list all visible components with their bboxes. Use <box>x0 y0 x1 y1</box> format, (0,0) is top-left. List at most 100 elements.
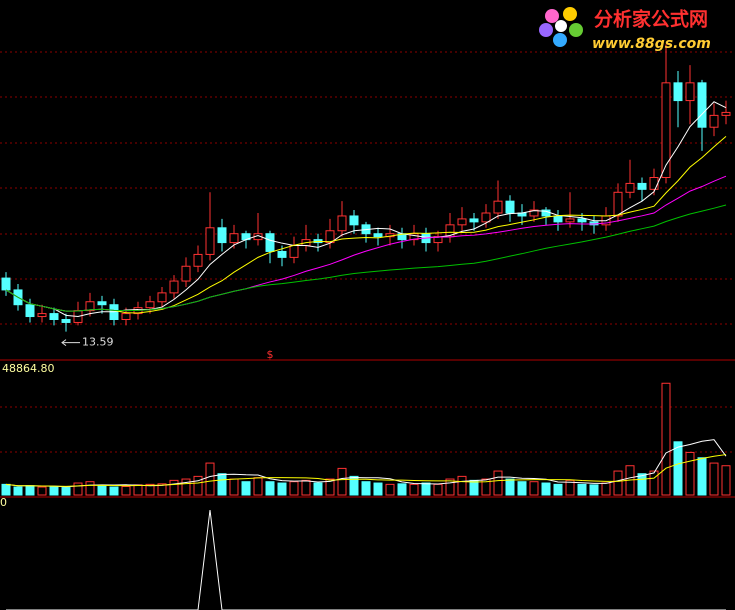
volume-bar <box>565 479 575 496</box>
volume-bar <box>529 481 539 496</box>
volume-bar <box>109 486 119 496</box>
candle-body <box>373 233 383 238</box>
candle-body <box>721 111 731 116</box>
volume-bar <box>385 483 395 496</box>
volume-bar <box>337 467 347 496</box>
volume-bar <box>517 481 527 496</box>
volume-bar <box>121 485 131 496</box>
flower-center <box>555 20 567 32</box>
candle-body <box>637 182 647 190</box>
candle-body <box>181 265 191 282</box>
candle-body <box>649 177 659 190</box>
candle-body <box>709 114 719 128</box>
candle-body <box>157 292 167 303</box>
volume-bar <box>49 485 59 496</box>
candle-body <box>97 301 107 306</box>
volume-bar <box>61 487 71 496</box>
volume-bar <box>301 479 311 496</box>
candle-body <box>217 227 227 244</box>
petal <box>553 33 567 47</box>
y-tick-label: 48864.80 <box>2 362 55 375</box>
petal <box>545 9 559 23</box>
volume-bar <box>229 478 239 496</box>
candle-body <box>613 191 623 217</box>
candle-body <box>553 215 563 223</box>
signal-marker: $ <box>267 348 274 361</box>
low-label: 13.59 <box>82 336 114 349</box>
volume-bar <box>13 486 23 496</box>
candle-body <box>625 182 635 193</box>
volume-bar <box>601 482 611 496</box>
volume-bar <box>253 477 263 496</box>
moving-average <box>5 136 727 314</box>
candle-body <box>265 233 275 252</box>
candle-body <box>121 313 131 321</box>
candle-body <box>49 313 59 321</box>
candle-body <box>457 218 467 226</box>
volume-bar <box>73 482 83 496</box>
volume-average <box>5 439 727 488</box>
volume-bar <box>277 482 287 496</box>
candle-body <box>565 218 575 223</box>
volume-bar <box>145 483 155 496</box>
candle-body <box>169 280 179 294</box>
petal <box>569 23 583 37</box>
candle-body <box>277 250 287 258</box>
volume-bar <box>553 483 563 496</box>
candle-body <box>661 82 671 178</box>
candle-body <box>493 200 503 214</box>
volume-bar <box>169 479 179 496</box>
volume-bar <box>589 484 599 496</box>
candle-body <box>505 200 515 214</box>
volume-bar <box>313 482 323 496</box>
volume-bar <box>673 441 683 496</box>
volume-bar <box>433 483 443 496</box>
low-arrow-head <box>61 339 67 347</box>
grid <box>0 51 735 498</box>
volume-bar <box>349 475 359 496</box>
volume-bar <box>157 483 167 496</box>
candle-body <box>205 227 215 255</box>
moving-average <box>5 101 727 318</box>
candle-body <box>529 209 539 217</box>
volume-bar <box>613 470 623 496</box>
candle-body <box>25 304 35 318</box>
candle-body <box>85 301 95 312</box>
volume-bar <box>541 482 551 496</box>
volume-bar <box>481 478 491 496</box>
candle-body <box>289 245 299 258</box>
volume-bar <box>133 484 143 496</box>
volume-bar <box>397 483 407 496</box>
volume-average <box>5 454 727 487</box>
volume-bar <box>577 483 587 496</box>
volume-bar <box>505 478 515 496</box>
volume-bar <box>457 475 467 496</box>
candle-body <box>697 82 707 128</box>
volume-bar <box>649 470 659 496</box>
candle-body <box>229 233 239 244</box>
volume-bar <box>205 462 215 496</box>
volume-bar <box>637 473 647 496</box>
volume-bar <box>181 478 191 496</box>
candle-body <box>685 82 695 102</box>
candle-body <box>193 253 203 267</box>
volume-bar <box>721 465 731 496</box>
indicator-value: 0 <box>0 496 7 509</box>
candle-body <box>337 215 347 232</box>
volume-bar <box>709 462 719 496</box>
volume-bar <box>373 482 383 496</box>
volume-bar <box>37 486 47 496</box>
volume-bar <box>241 481 251 496</box>
logo-title: 分析家公式网 <box>594 8 708 31</box>
volume-bar <box>493 470 503 496</box>
volume-bar <box>325 478 335 496</box>
volume-bar <box>1 483 11 496</box>
volume-bar <box>469 479 479 496</box>
candle-body <box>145 301 155 309</box>
volume-bar <box>445 478 455 496</box>
logo: 分析家公式网 www.88gs.com <box>539 7 711 52</box>
volume-bar <box>289 481 299 496</box>
logo-url: www.88gs.com <box>592 36 711 52</box>
